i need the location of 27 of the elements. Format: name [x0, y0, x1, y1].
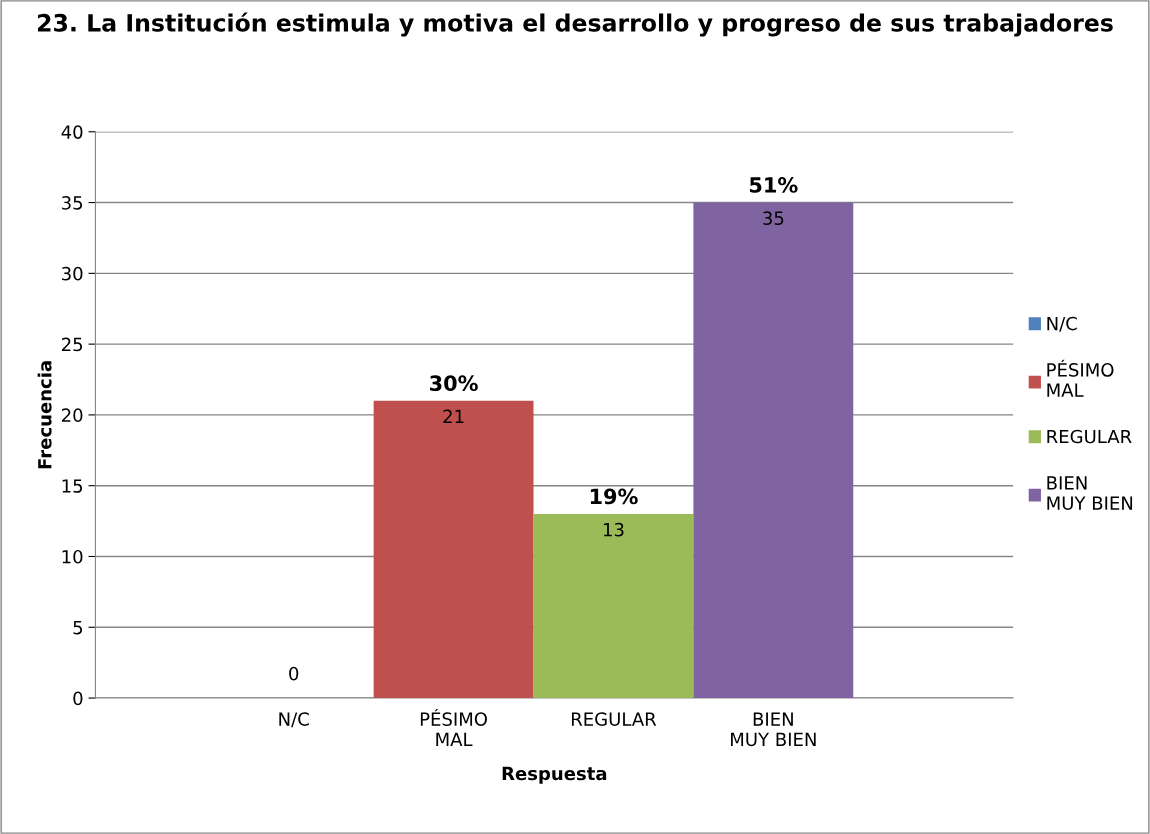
x-tick-label: PÉSIMO MAL: [420, 708, 487, 746]
legend-label: BIEN MUY BIEN: [1047, 476, 1133, 510]
y-tick-label: 35: [62, 196, 83, 210]
data-label: 35: [763, 211, 784, 226]
annotation: 30%: [430, 375, 478, 392]
y-tick-label: 0: [73, 691, 83, 706]
y-tick-label: 10: [62, 549, 83, 564]
x-tick-label: REGULAR: [571, 712, 657, 726]
y-tick-label: 30: [62, 266, 83, 281]
y-tick-label: 15: [62, 479, 83, 493]
data-label: 21: [443, 409, 464, 423]
legend-label: N/C: [1047, 316, 1077, 332]
chart-title: 23. La Institución estimula y motiva el desarrollo y progreso de sus trabajadores: [37, 12, 1113, 37]
x-axis-title: Respuesta: [502, 766, 607, 784]
annotation: 19%: [590, 488, 638, 505]
x-tick-label: N/C: [279, 712, 309, 728]
data-label: 0: [289, 666, 299, 681]
data-label: 13: [603, 522, 624, 537]
y-tick-label: 20: [61, 408, 83, 423]
legend-label: REGULAR: [1047, 429, 1132, 444]
y-tick-label: 25: [61, 337, 83, 352]
annotation: 51%: [750, 177, 798, 193]
legend-label: PÉSIMO MAL: [1047, 359, 1114, 397]
x-tick-label: BIEN MUY BIEN: [731, 712, 816, 747]
y-axis-title: Frecuencia: [37, 361, 52, 469]
y-tick-label: 40: [61, 125, 83, 139]
y-tick-label: 5: [73, 620, 83, 635]
